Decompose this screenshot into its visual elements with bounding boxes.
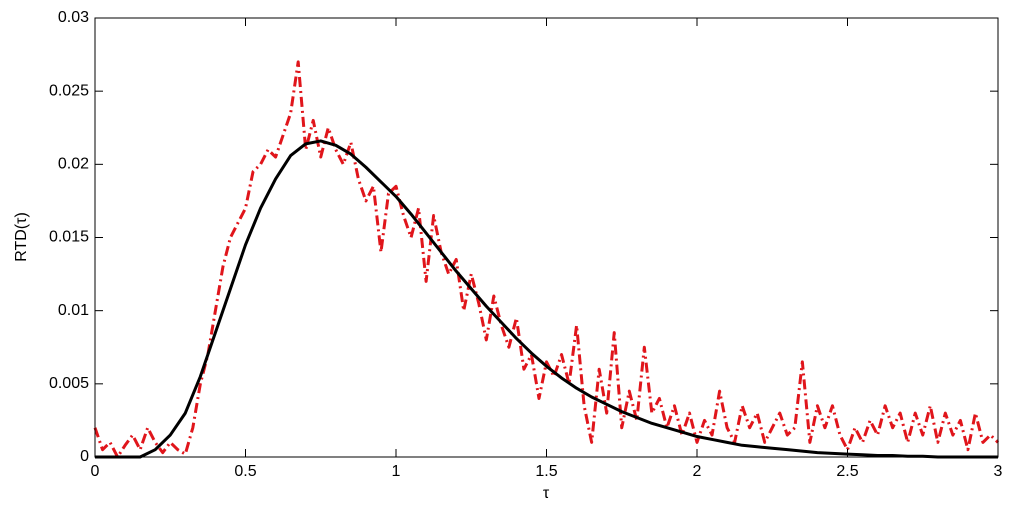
y-tick-label: 0.005	[49, 375, 89, 392]
plot-frame	[94, 17, 999, 458]
x-tick-label: 2	[693, 463, 702, 480]
y-tick-label: 0.03	[58, 9, 89, 26]
data-line	[95, 139, 998, 459]
x-tick-label: 0.5	[234, 463, 256, 480]
x-tick-label: 1	[392, 463, 401, 480]
x-tick-label: 3	[994, 463, 1003, 480]
y-tick-label: 0.015	[49, 229, 89, 246]
x-tick-label: 1.5	[535, 463, 557, 480]
y-tick-label: 0	[80, 448, 89, 465]
x-tick-label: 0	[91, 463, 100, 480]
x-axis-label: τ	[543, 485, 550, 502]
y-axis-label: RTD(τ)	[13, 212, 30, 262]
y-tick-label: 0.02	[58, 156, 89, 173]
data-line	[93, 60, 1000, 459]
y-tick-label: 0.01	[58, 302, 89, 319]
x-tick-label: 2.5	[836, 463, 858, 480]
y-tick-label: 0.025	[49, 82, 89, 99]
